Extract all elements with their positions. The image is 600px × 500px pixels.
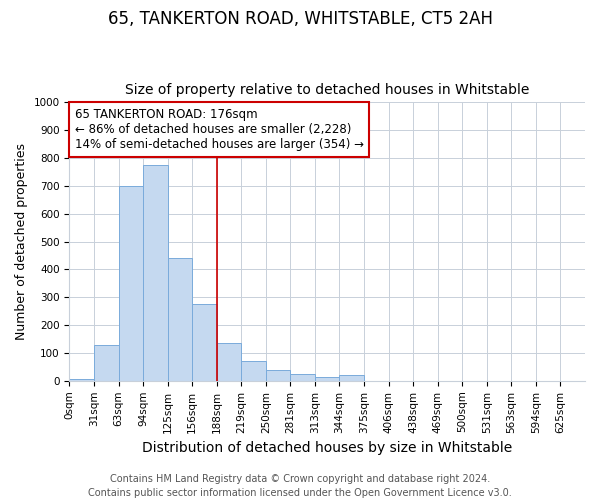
Bar	[167, 258, 192, 381]
Bar	[94, 345, 119, 381]
Bar	[315, 377, 340, 381]
Bar	[266, 370, 290, 381]
Bar	[290, 374, 315, 381]
Bar	[70, 379, 94, 381]
Bar	[217, 343, 241, 381]
Text: 65 TANKERTON ROAD: 176sqm
← 86% of detached houses are smaller (2,228)
14% of se: 65 TANKERTON ROAD: 176sqm ← 86% of detac…	[74, 108, 364, 151]
Bar	[192, 304, 217, 381]
Bar	[340, 375, 364, 381]
Text: Contains HM Land Registry data © Crown copyright and database right 2024.
Contai: Contains HM Land Registry data © Crown c…	[88, 474, 512, 498]
Bar	[143, 165, 167, 381]
Bar	[241, 362, 266, 381]
Bar	[119, 186, 143, 381]
X-axis label: Distribution of detached houses by size in Whitstable: Distribution of detached houses by size …	[142, 441, 512, 455]
Title: Size of property relative to detached houses in Whitstable: Size of property relative to detached ho…	[125, 83, 529, 97]
Y-axis label: Number of detached properties: Number of detached properties	[15, 143, 28, 340]
Text: 65, TANKERTON ROAD, WHITSTABLE, CT5 2AH: 65, TANKERTON ROAD, WHITSTABLE, CT5 2AH	[107, 10, 493, 28]
